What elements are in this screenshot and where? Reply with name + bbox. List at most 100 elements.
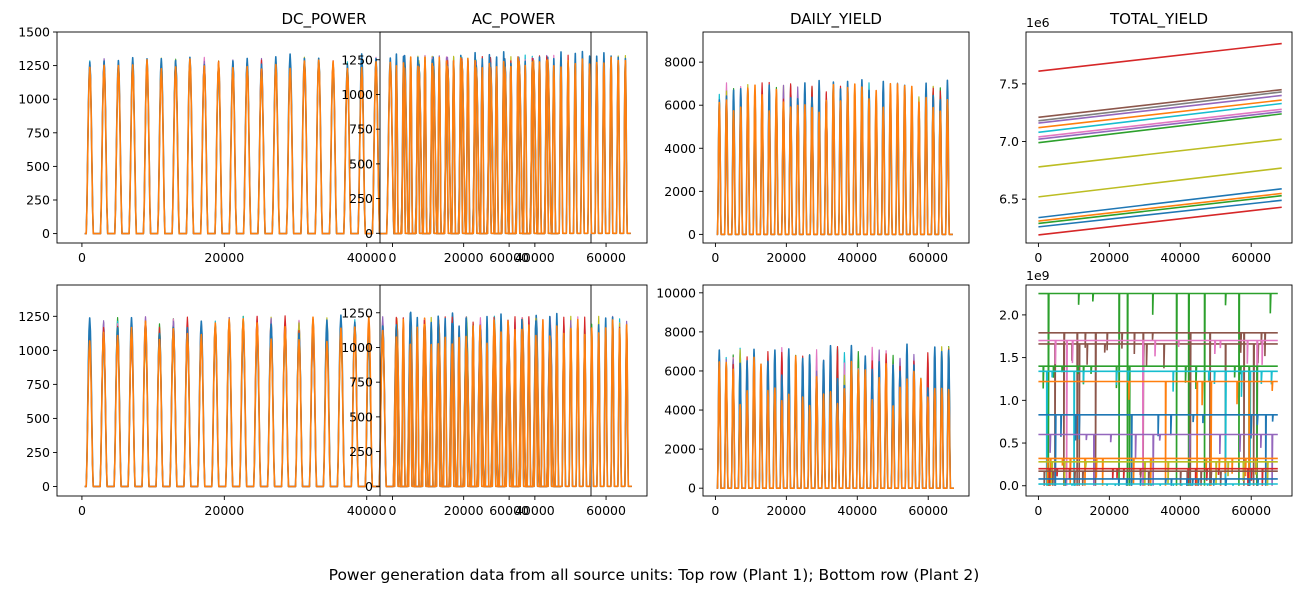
series-line [1038, 42, 1282, 72]
y-tick-label: 7.5 [999, 76, 1019, 91]
y-tick-label: 250 [26, 192, 50, 207]
x-tick-label: 20000 [1089, 250, 1129, 265]
y-tick-label: 500 [26, 159, 50, 174]
x-tick-label: 40000 [347, 503, 387, 518]
series-line [1038, 206, 1282, 236]
y-tick-label: 6.5 [999, 192, 1019, 207]
y-tick-label: 0.5 [999, 436, 1019, 451]
series-line [1038, 478, 1278, 486]
series-line [84, 315, 561, 488]
y-tick-label: 1250 [341, 305, 373, 320]
series-line [1038, 99, 1282, 129]
series-line [1038, 113, 1282, 144]
axes-frame [1025, 31, 1293, 244]
y-tick-label: 750 [349, 122, 373, 137]
subplot-3: 0 20000 40000 60000 0 2000 4000 6000 8000 DAILY_Y… [664, 10, 970, 265]
y-tick-label: 0 [365, 479, 373, 494]
series-line [1038, 433, 1278, 486]
x-tick-label: 60000 [586, 503, 626, 518]
y-tick-label: 0 [365, 226, 373, 241]
y-tick-label: 1250 [18, 309, 50, 324]
x-tick-label: 20000 [444, 503, 484, 518]
x-tick-label: 60000 [908, 250, 948, 265]
y-tick-label: 7.0 [999, 134, 1019, 149]
series-line [1038, 467, 1278, 486]
series-line [1038, 470, 1278, 486]
subplot-title: DAILY_YIELD [790, 10, 882, 29]
y-tick-label: 0 [688, 481, 696, 496]
plot-area [84, 311, 561, 488]
axes-frame [1025, 284, 1293, 497]
series-line [1038, 199, 1282, 228]
y-tick-label: 1000 [341, 340, 373, 355]
y-tick-label: 0 [42, 479, 50, 494]
x-tick-label: 60000 [908, 503, 948, 518]
series-line [84, 53, 559, 235]
subplot-7: 0 20000 40000 60000 0 2000 4000 6000 8000 10000 [656, 284, 970, 518]
x-tick-label: 20000 [444, 250, 484, 265]
series-line [1038, 192, 1282, 222]
y-tick-label: 500 [349, 156, 373, 171]
axis-multiplier: 1e9 [1026, 268, 1050, 283]
x-tick-label: 0 [711, 250, 719, 265]
plot-area [1038, 292, 1278, 486]
x-tick-label: 20000 [204, 250, 244, 265]
series-line [1038, 194, 1282, 225]
series-line [1038, 91, 1282, 122]
series-line [1038, 339, 1278, 486]
y-tick-label: 4000 [664, 403, 696, 418]
plot-area [393, 312, 632, 488]
x-tick-label: 40000 [515, 250, 555, 265]
x-tick-label: 20000 [766, 250, 806, 265]
series-line [1038, 94, 1282, 124]
series-line [1038, 380, 1278, 486]
y-tick-label: 1000 [18, 343, 50, 358]
y-tick-label: 10000 [656, 285, 696, 300]
x-tick-label: 0 [1034, 503, 1042, 518]
y-tick-label: 250 [349, 444, 373, 459]
y-tick-label: 0 [688, 227, 696, 242]
subplot-4: 0 20000 40000 60000 6.5 7.0 7.5 TOTAL_YIELD 1e6 [999, 10, 1293, 265]
y-tick-label: 500 [349, 409, 373, 424]
y-tick-label: 750 [26, 377, 50, 392]
subplot-title: TOTAL_YIELD [1109, 10, 1208, 29]
plot-area [716, 79, 953, 236]
subplot-2: 0 20000 40000 60000025050075010001250AC_POW… [341, 10, 648, 265]
plot-area [1038, 42, 1282, 236]
series-line [1038, 108, 1282, 138]
y-tick-label: 750 [26, 125, 50, 140]
x-tick-label: 0 [1034, 250, 1042, 265]
series-line [1038, 188, 1282, 219]
x-tick-label: 20000 [204, 503, 244, 518]
x-tick-label: 40000 [1160, 250, 1200, 265]
x-tick-label: 20000 [766, 503, 806, 518]
x-tick-label: 40000 [837, 250, 877, 265]
series-line [1038, 167, 1282, 198]
x-tick-label: 20000 [1089, 503, 1129, 518]
x-tick-label: 0 [78, 503, 86, 518]
axes-frame [702, 31, 970, 244]
series-line [1038, 483, 1278, 486]
x-tick-label: 60000 [1231, 503, 1271, 518]
x-tick-label: 60000 [586, 250, 626, 265]
y-tick-label: 500 [26, 411, 50, 426]
x-tick-label: 60000 [1231, 250, 1271, 265]
y-tick-label: 8000 [664, 324, 696, 339]
y-tick-label: 750 [349, 375, 373, 390]
x-tick-label: 40000 [347, 250, 387, 265]
subplot-8: 0 20000 40000 60000 0.0 0.5 1.0 1.5 2.0 1e9 [999, 268, 1293, 518]
axis-multiplier: 1e6 [1026, 15, 1050, 30]
series-line [1038, 332, 1278, 486]
series-line [1038, 292, 1278, 486]
y-tick-label: 1.0 [999, 393, 1019, 408]
plot-area [393, 50, 631, 235]
y-tick-label: 1500 [18, 25, 50, 40]
x-tick-label: 40000 [515, 503, 555, 518]
subplot-title: DC_POWER [281, 10, 366, 29]
series-line [1038, 138, 1282, 168]
series-line [393, 56, 631, 235]
x-tick-label: 60000 [489, 503, 529, 518]
plot-area [716, 343, 954, 489]
